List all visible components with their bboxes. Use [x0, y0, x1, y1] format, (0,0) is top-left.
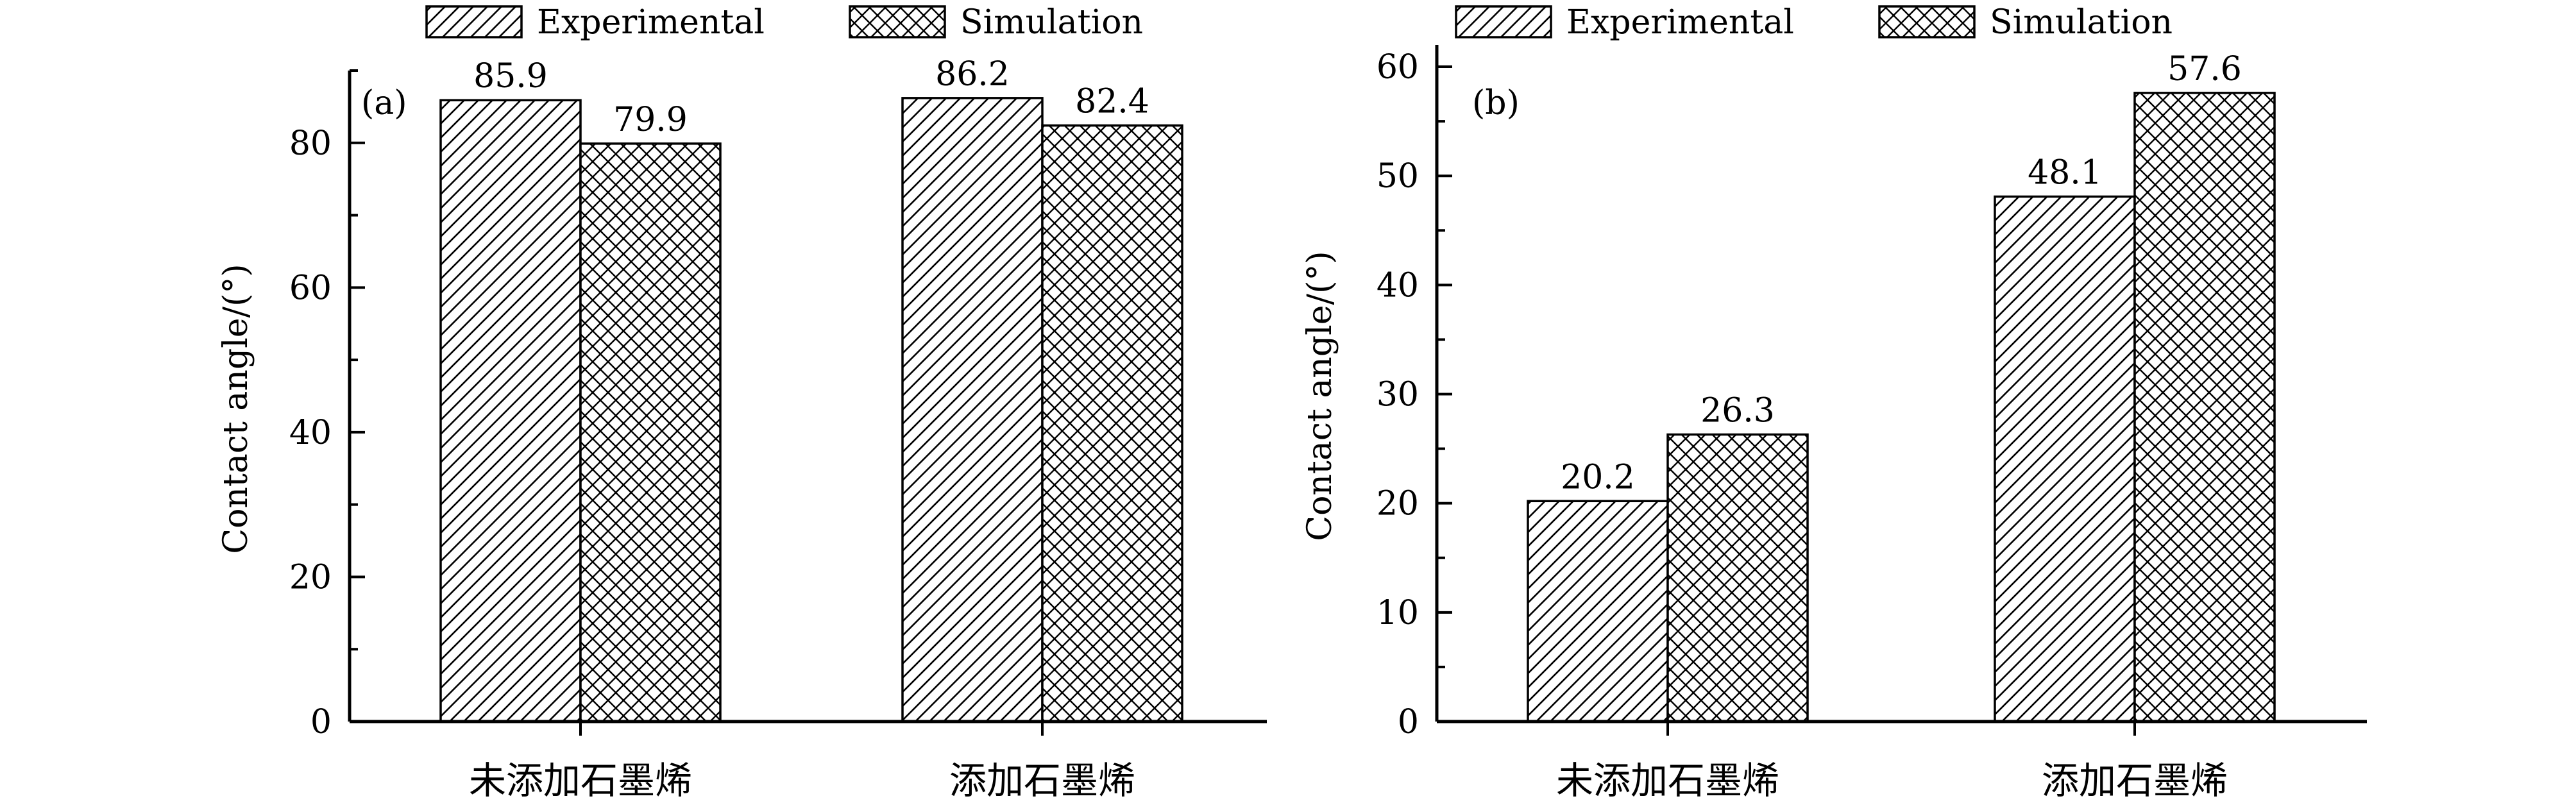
data-label-experimental-0: 85.9: [473, 57, 548, 96]
bar-simulation-1: [2133, 92, 2276, 723]
y-tick-label: 20: [1377, 485, 1419, 523]
legend-swatch-simulation: [849, 5, 946, 38]
y-tick-label: 30: [1377, 376, 1419, 414]
legend: Experimental Simulation: [1455, 3, 2173, 42]
data-label-simulation-1: 57.6: [2167, 50, 2242, 89]
legend-swatch-experimental: [425, 5, 523, 38]
y-axis-title: Contact angle/(°): [217, 264, 255, 554]
y-tick-label: 50: [1377, 157, 1419, 196]
bar-experimental-1: [1994, 195, 2136, 723]
panel-label: (a): [361, 84, 407, 123]
data-label-simulation-1: 82.4: [1075, 83, 1149, 121]
bar-experimental-1: [901, 97, 1044, 723]
y-tick-label: 40: [1377, 266, 1419, 305]
y-axis-title: Contact angle/(°): [1301, 251, 1339, 541]
chart-panel-a: 85.9 86.2 79.9 82.4 0 20 40 60 80 未添加石墨烯 添加石墨烯 Cont…: [217, 3, 1267, 802]
legend-label-experimental: Experimental: [1566, 3, 1794, 42]
bar-experimental-0: [439, 99, 582, 723]
y-tick-label: 0: [1398, 703, 1419, 741]
data-label-simulation-0: 79.9: [613, 101, 688, 139]
legend-label-simulation: Simulation: [960, 3, 1143, 42]
y-tick-label: 80: [289, 124, 332, 163]
x-category-label-0: 未添加石墨烯: [1556, 759, 1779, 802]
data-label-simulation-0: 26.3: [1700, 391, 1775, 430]
bar-simulation-0: [1666, 433, 1809, 723]
bar-simulation-1: [1041, 124, 1183, 723]
chart-root: 85.9 86.2 79.9 82.4 0 20 40 60 80 未添加石墨烯 添加石墨烯 Cont…: [217, 3, 2367, 802]
y-tick-label: 60: [1377, 48, 1419, 87]
panel-label: (b): [1472, 84, 1520, 123]
y-tick-label: 10: [1377, 594, 1419, 632]
data-label-experimental-1: 48.1: [2028, 154, 2102, 192]
y-tick-label: 40: [289, 414, 332, 452]
data-label-experimental-1: 86.2: [935, 55, 1010, 94]
legend-swatch-simulation: [1878, 5, 1976, 38]
legend-label-simulation: Simulation: [1990, 3, 2173, 42]
legend-swatch-experimental: [1455, 5, 1552, 38]
x-category-label-1: 添加石墨烯: [949, 759, 1135, 802]
data-label-experimental-0: 20.2: [1561, 458, 1635, 496]
y-tick-label: 60: [289, 269, 332, 307]
y-tick-label: 0: [310, 703, 332, 741]
bar-experimental-0: [1527, 500, 1669, 723]
bar-simulation-0: [579, 142, 722, 723]
y-tick-label: 20: [289, 558, 332, 596]
x-category-label-1: 添加石墨烯: [2042, 759, 2228, 802]
legend: Experimental Simulation: [425, 3, 1143, 42]
chart-panel-b: 20.2 48.1 26.3 57.6 0 10 20 30 40 50 60 未添加石墨烯 添加石墨烯…: [1301, 3, 2367, 802]
x-category-label-0: 未添加石墨烯: [469, 759, 692, 802]
legend-label-experimental: Experimental: [537, 3, 765, 42]
